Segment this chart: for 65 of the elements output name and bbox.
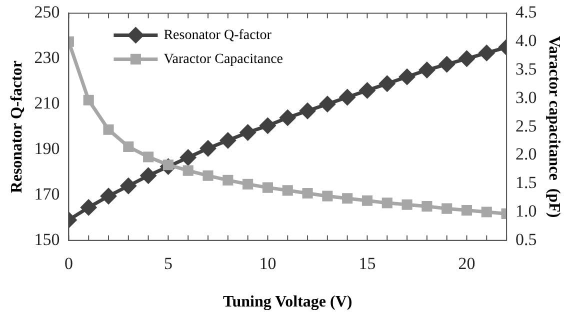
legend-label: Varactor Capacitance xyxy=(164,52,284,67)
point xyxy=(359,82,375,98)
point xyxy=(222,174,234,186)
y-tick-label: 210 xyxy=(34,94,60,113)
x-tick-label: 0 xyxy=(64,254,73,274)
point xyxy=(80,200,96,216)
y-tick-label: 230 xyxy=(34,48,60,68)
point xyxy=(262,182,274,193)
x-tick-label: 20 xyxy=(458,254,476,274)
point xyxy=(103,124,114,135)
point xyxy=(382,198,392,208)
y2-axis-title: Varactor capacitance (pF) xyxy=(545,36,562,218)
point xyxy=(100,188,116,204)
y2-tick-label: 4.5 xyxy=(516,2,537,22)
x-tick-label: 10 xyxy=(259,254,276,274)
point xyxy=(180,150,196,166)
point xyxy=(140,168,156,184)
point xyxy=(442,203,452,214)
y2-tick-label: 4.0 xyxy=(516,31,537,50)
point xyxy=(120,178,136,194)
point xyxy=(280,110,296,126)
point xyxy=(342,193,353,204)
y2-tick-label: 3.5 xyxy=(516,59,537,78)
y2-tick-label: 3.0 xyxy=(516,88,537,107)
legend-label: Resonator Q-factor xyxy=(164,28,272,43)
y2-tick-label: 2.5 xyxy=(516,116,537,136)
point xyxy=(202,170,214,181)
x-tick-label: 15 xyxy=(358,254,376,274)
point xyxy=(422,201,432,212)
y-tick-label: 190 xyxy=(34,138,60,158)
y2-tick-label: 1.5 xyxy=(516,173,537,192)
point xyxy=(260,118,276,134)
point xyxy=(458,50,474,66)
point xyxy=(439,56,455,72)
point xyxy=(123,141,134,152)
point xyxy=(282,185,293,196)
x-axis-title: Tuning Voltage (V) xyxy=(223,294,352,311)
point xyxy=(461,205,472,216)
point xyxy=(302,188,313,199)
y2-tick-label: 0.5 xyxy=(516,230,537,249)
point xyxy=(220,132,236,148)
y-tick-label: 250 xyxy=(34,2,60,22)
y-axis-title: Resonator Q-factor xyxy=(8,60,26,194)
point xyxy=(399,69,415,85)
point xyxy=(322,190,333,202)
point xyxy=(320,96,336,112)
point xyxy=(379,76,395,92)
point xyxy=(240,124,256,140)
point xyxy=(200,140,216,156)
point xyxy=(362,195,373,206)
point xyxy=(300,103,316,119)
point xyxy=(481,206,492,218)
x-tick-label: 5 xyxy=(164,254,172,274)
y-tick-label: 170 xyxy=(34,184,60,204)
point xyxy=(143,152,154,162)
point xyxy=(83,94,94,106)
y2-tick-label: 2.0 xyxy=(516,144,537,164)
point xyxy=(242,178,254,190)
point xyxy=(419,62,435,78)
point xyxy=(182,165,194,176)
y2-tick-label: 1.0 xyxy=(516,201,537,220)
point xyxy=(340,90,356,106)
y-tick-label: 150 xyxy=(34,230,60,249)
point xyxy=(402,199,412,210)
point xyxy=(478,45,494,61)
